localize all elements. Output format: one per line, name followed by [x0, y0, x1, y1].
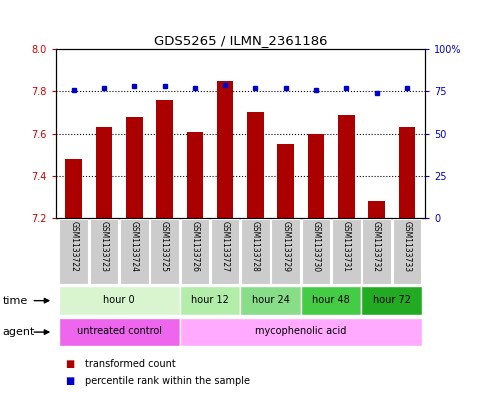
- FancyBboxPatch shape: [393, 219, 421, 284]
- Text: hour 12: hour 12: [191, 295, 229, 305]
- Text: GSM1133733: GSM1133733: [402, 221, 412, 272]
- FancyBboxPatch shape: [211, 219, 240, 284]
- FancyBboxPatch shape: [180, 318, 422, 346]
- Text: transformed count: transformed count: [85, 358, 175, 369]
- FancyBboxPatch shape: [361, 286, 422, 315]
- FancyBboxPatch shape: [90, 219, 118, 284]
- Title: GDS5265 / ILMN_2361186: GDS5265 / ILMN_2361186: [154, 33, 327, 46]
- Bar: [186, 132, 203, 218]
- Text: GSM1133727: GSM1133727: [221, 221, 229, 272]
- Text: hour 48: hour 48: [313, 295, 350, 305]
- Bar: [247, 112, 264, 218]
- FancyBboxPatch shape: [271, 219, 300, 284]
- FancyBboxPatch shape: [120, 219, 149, 284]
- Text: percentile rank within the sample: percentile rank within the sample: [85, 376, 250, 386]
- Bar: [126, 117, 142, 218]
- Text: GSM1133729: GSM1133729: [281, 221, 290, 272]
- Bar: [96, 127, 113, 218]
- Text: agent: agent: [2, 327, 35, 337]
- FancyBboxPatch shape: [59, 219, 88, 284]
- Text: GSM1133728: GSM1133728: [251, 221, 260, 272]
- Bar: [156, 100, 173, 218]
- FancyBboxPatch shape: [241, 219, 270, 284]
- Bar: [65, 159, 82, 218]
- Text: untreated control: untreated control: [77, 327, 162, 336]
- Bar: [338, 115, 355, 218]
- Bar: [308, 134, 325, 218]
- Text: GSM1133732: GSM1133732: [372, 221, 381, 272]
- Text: mycophenolic acid: mycophenolic acid: [255, 327, 347, 336]
- Text: time: time: [2, 296, 28, 306]
- Text: GSM1133726: GSM1133726: [190, 221, 199, 272]
- FancyBboxPatch shape: [241, 286, 301, 315]
- Text: hour 0: hour 0: [103, 295, 135, 305]
- FancyBboxPatch shape: [58, 318, 180, 346]
- Text: GSM1133731: GSM1133731: [342, 221, 351, 272]
- Bar: [217, 81, 233, 218]
- FancyBboxPatch shape: [332, 219, 360, 284]
- Text: hour 24: hour 24: [252, 295, 289, 305]
- Text: ■: ■: [65, 358, 74, 369]
- Text: GSM1133722: GSM1133722: [69, 221, 78, 272]
- Bar: [398, 127, 415, 218]
- Bar: [368, 201, 385, 218]
- Text: GSM1133730: GSM1133730: [312, 221, 321, 272]
- Text: GSM1133724: GSM1133724: [130, 221, 139, 272]
- FancyBboxPatch shape: [301, 286, 361, 315]
- FancyBboxPatch shape: [58, 286, 180, 315]
- Bar: [277, 144, 294, 218]
- FancyBboxPatch shape: [181, 219, 209, 284]
- Text: GSM1133723: GSM1133723: [99, 221, 109, 272]
- FancyBboxPatch shape: [150, 219, 179, 284]
- FancyBboxPatch shape: [302, 219, 330, 284]
- Text: GSM1133725: GSM1133725: [160, 221, 169, 272]
- FancyBboxPatch shape: [180, 286, 241, 315]
- Text: hour 72: hour 72: [373, 295, 411, 305]
- Text: ■: ■: [65, 376, 74, 386]
- FancyBboxPatch shape: [362, 219, 391, 284]
